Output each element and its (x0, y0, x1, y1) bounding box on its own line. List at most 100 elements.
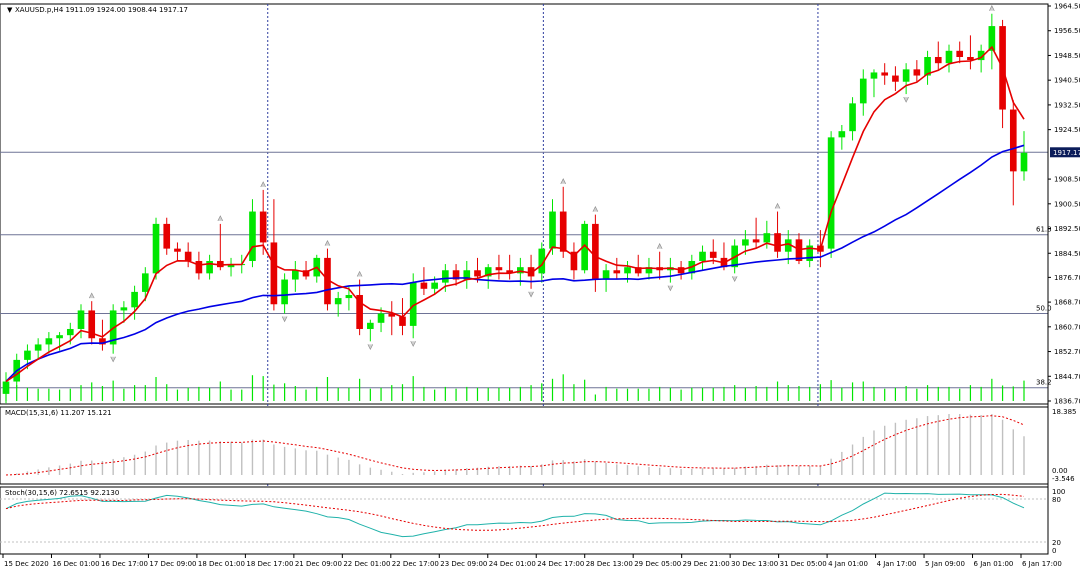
fractal-up-icon (989, 5, 995, 11)
candle (581, 220, 588, 274)
price-tick-label: 1868.70 (1054, 299, 1080, 307)
candle (699, 245, 706, 271)
stoch-axis-0: 0 (1052, 547, 1056, 555)
price-tick-label: 1900.50 (1054, 200, 1080, 208)
fractal-up-icon (560, 178, 566, 184)
candle (99, 319, 106, 351)
candle (174, 242, 181, 261)
fractal-up-icon (324, 239, 331, 246)
candle (538, 242, 546, 283)
candle (2, 372, 10, 404)
candle (570, 242, 578, 280)
candle (463, 260, 471, 289)
candle (334, 291, 342, 317)
time-tick-label: 5 Jan 09:00 (925, 560, 965, 568)
candle (892, 66, 899, 91)
time-tick-label: 4 Jan 17:00 (877, 560, 917, 568)
price-tick-label: 1940.50 (1054, 77, 1080, 85)
candle (184, 242, 192, 268)
time-tick-label: 30 Dec 13:00 (731, 560, 778, 568)
candle (977, 44, 985, 73)
price-tick-label: 1892.50 (1054, 225, 1080, 233)
time-tick-label: 24 Dec 01:00 (489, 560, 536, 568)
candle (967, 35, 974, 70)
candle (377, 307, 385, 333)
candle (945, 44, 953, 73)
price-tick-label: 1956.50 (1054, 27, 1080, 35)
time-tick-label: 17 Dec 09:00 (149, 560, 196, 568)
time-tick-label: 29 Dec 21:00 (683, 560, 730, 568)
time-tick-label: 15 Dec 2020 (4, 560, 49, 568)
candle (281, 273, 288, 314)
candle (388, 301, 396, 336)
fib-level-label: 50.0 (1036, 305, 1052, 313)
time-tick-label: 23 Dec 09:00 (440, 560, 487, 568)
time-tick-label: 16 Dec 01:00 (52, 560, 99, 568)
macd-histogram (16, 414, 1025, 475)
price-tick-label: 1860.70 (1054, 323, 1080, 331)
candle (634, 254, 642, 277)
candle (152, 217, 160, 280)
macd-axis-min: -3.546 (1052, 475, 1075, 483)
stoch-axis: 100 80 20 0 (1052, 488, 1065, 555)
stoch-main-line (5, 492, 1025, 538)
candle (913, 60, 921, 82)
candle (259, 189, 267, 255)
fractal-down-icon (367, 344, 374, 351)
fib-level-label: 38.2 (1036, 379, 1052, 387)
candle (163, 217, 171, 255)
price-tick-label: 1844.70 (1054, 373, 1080, 381)
slow-moving-average-line (5, 144, 1025, 383)
macd-label: MACD(15,31,6) 11.207 15.121 (5, 409, 112, 417)
time-tick-label: 28 Dec 13:00 (586, 560, 633, 568)
candle (45, 332, 53, 354)
fractal-down-icon (110, 356, 116, 363)
macd-axis: 18.385 0.00 -3.546 (1052, 408, 1077, 483)
candle (249, 199, 256, 268)
price-panel[interactable]: 61.8 50.0 38.2 ▼ XAUUSD.p,H4 1911.09 1924.… (0, 3, 1052, 554)
stochastic-panel[interactable]: Stoch(30,15,6) 72.6515 92.2130 (0, 486, 1049, 555)
candle (549, 199, 556, 255)
price-tick-label: 1876.70 (1054, 274, 1080, 282)
time-tick-label: 24 Dec 17:00 (537, 560, 584, 568)
candle (849, 97, 856, 141)
candle (838, 124, 846, 150)
candle (752, 217, 760, 249)
macd-signal-line (5, 415, 1025, 476)
candle (141, 267, 149, 302)
candle (870, 69, 878, 98)
time-tick-label: 31 Dec 05:00 (780, 560, 827, 568)
volume-bars (5, 374, 1025, 401)
candle (924, 50, 931, 85)
price-tick-label: 1908.50 (1054, 176, 1080, 184)
time-tick-label: 16 Dec 17:00 (101, 560, 148, 568)
price-axis[interactable]: 1964.50 1956.50 1948.50 1940.50 1932.50 1924.… (1047, 3, 1080, 555)
macd-panel[interactable]: MACD(15,31,6) 11.207 15.121 (0, 406, 1049, 485)
fractal-up-icon (774, 202, 781, 209)
time-tick-label: 18 Dec 17:00 (246, 560, 293, 568)
candle (367, 319, 374, 342)
fractal-down-icon (281, 316, 288, 323)
fractal-down-icon (667, 285, 674, 292)
price-tick-label: 1836.70 (1054, 398, 1080, 406)
price-tick-label: 1948.50 (1054, 52, 1080, 60)
candle (216, 223, 224, 271)
candle (859, 69, 867, 116)
fractal-up-icon (260, 181, 266, 188)
candle (506, 254, 513, 280)
candle (131, 285, 138, 320)
time-axis[interactable]: 15 Dec 2020 16 Dec 01:00 16 Dec 17:00 17 De… (0, 553, 1062, 568)
time-tick-label: 6 Jan 17:00 (1022, 560, 1062, 568)
price-tick-label: 1852.70 (1054, 348, 1080, 356)
symbol-menu-arrow[interactable]: ▼ (7, 6, 13, 14)
current-price-tag: 1917.17 (1050, 147, 1080, 158)
candle (292, 260, 299, 292)
stoch-axis-20: 20 (1052, 539, 1061, 547)
fractal-markers (88, 5, 995, 363)
candle (559, 186, 567, 258)
candle (527, 254, 535, 289)
time-tick-label: 21 Dec 09:00 (295, 560, 342, 568)
candle (227, 257, 235, 277)
candle (806, 239, 814, 268)
